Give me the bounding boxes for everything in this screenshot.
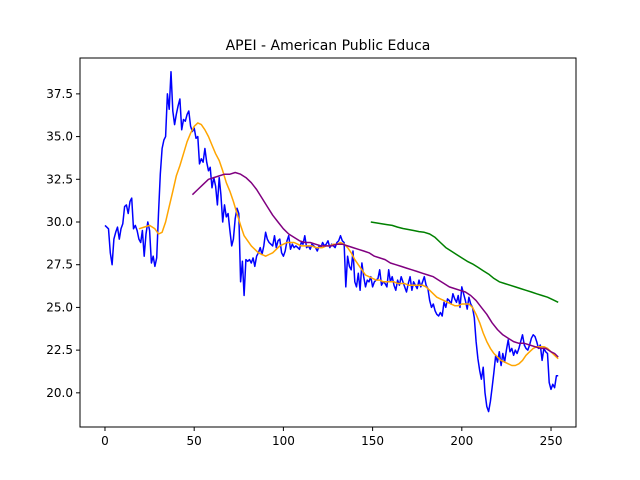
x-tick-label: 50 xyxy=(187,434,202,448)
y-tick-label: 37.5 xyxy=(46,87,73,101)
y-tick-label: 35.0 xyxy=(46,130,73,144)
x-tick-label: 200 xyxy=(450,434,473,448)
plot-frame xyxy=(79,57,577,428)
series-layer xyxy=(104,70,559,413)
chart-title: APEI - American Public Educa xyxy=(226,38,431,54)
y-tick-label: 27.5 xyxy=(46,258,73,272)
y-axis: 20.0 22.5 25.0 27.5 30.0 32.5 35.0 37.5 xyxy=(46,87,80,400)
y-tick-label: 25.0 xyxy=(46,300,73,314)
y-tick-label: 30.0 xyxy=(46,215,73,229)
y-tick-label: 22.5 xyxy=(46,343,73,357)
x-tick-label: 0 xyxy=(101,434,109,448)
x-axis: 0 50 100 150 200 250 xyxy=(101,427,562,448)
series-line-1 xyxy=(138,122,559,367)
x-tick-label: 150 xyxy=(361,434,384,448)
x-tick-label: 100 xyxy=(272,434,295,448)
series-line-2 xyxy=(191,171,559,358)
y-tick-label: 32.5 xyxy=(46,172,73,186)
x-tick-label: 250 xyxy=(540,434,563,448)
series-line-3 xyxy=(370,221,559,303)
y-tick-label: 20.0 xyxy=(46,386,73,400)
